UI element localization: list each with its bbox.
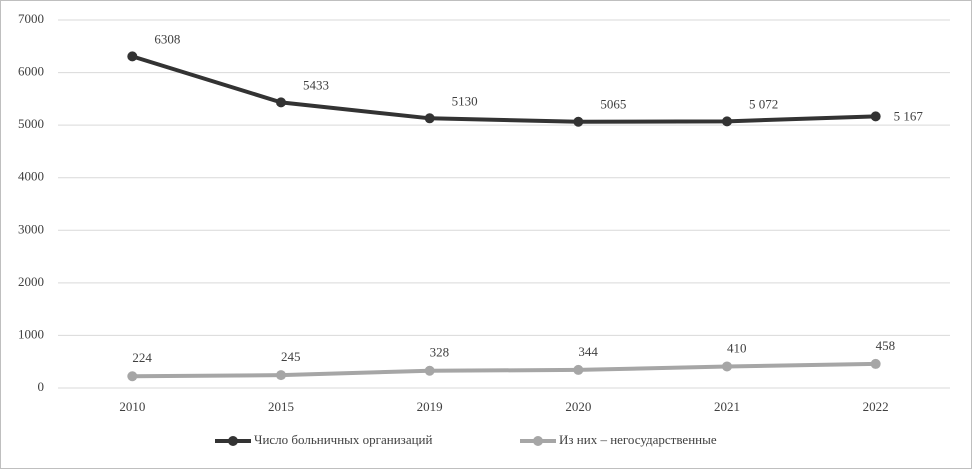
data-label: 5 072 (749, 96, 778, 111)
legend-marker (228, 436, 238, 446)
y-tick-label: 3000 (18, 221, 44, 236)
data-point (870, 358, 881, 369)
data-label: 344 (578, 344, 598, 359)
y-tick-label: 5000 (18, 116, 44, 131)
y-tick-label: 1000 (18, 326, 44, 341)
legend-label: Из них – негосударственные (559, 432, 717, 447)
y-tick-label: 7000 (18, 11, 44, 26)
data-label: 5130 (452, 93, 478, 108)
data-point (722, 116, 732, 127)
data-label: 5433 (303, 77, 329, 92)
data-label: 458 (876, 338, 896, 353)
data-label: 6308 (154, 31, 180, 46)
y-tick-label: 6000 (18, 64, 44, 79)
data-point (127, 51, 138, 62)
x-tick-label: 2019 (417, 399, 443, 414)
data-label: 410 (727, 340, 747, 355)
legend-marker (533, 436, 543, 446)
data-point (573, 364, 584, 375)
series-line (131, 54, 876, 124)
data-label: 224 (132, 350, 152, 365)
x-tick-label: 2010 (119, 399, 145, 414)
data-point (276, 370, 286, 381)
data-point (276, 97, 286, 108)
y-tick-label: 2000 (18, 274, 44, 289)
x-tick-label: 2015 (268, 399, 294, 414)
data-point (870, 111, 881, 122)
data-point (127, 371, 138, 382)
x-tick-label: 2021 (714, 399, 740, 414)
data-label: 328 (430, 345, 450, 360)
data-label: 5065 (600, 97, 626, 112)
data-point (424, 365, 435, 376)
data-label: 245 (281, 349, 301, 364)
data-label: 5 167 (894, 108, 924, 123)
legend-label: Число больничных организаций (254, 432, 433, 447)
x-tick-label: 2020 (565, 399, 591, 414)
series-line (132, 361, 876, 379)
y-tick-label: 4000 (18, 169, 44, 184)
data-point (722, 361, 732, 372)
y-tick-label: 0 (38, 379, 45, 394)
data-point (424, 113, 435, 124)
data-point (573, 116, 584, 127)
x-tick-label: 2022 (863, 399, 889, 414)
